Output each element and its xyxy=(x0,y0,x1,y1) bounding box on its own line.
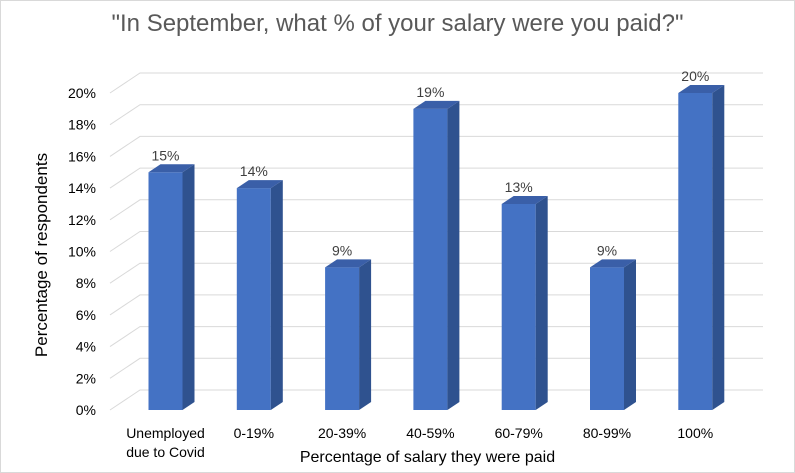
x-tick-label: 100% xyxy=(677,425,713,441)
y-tick-label: 4% xyxy=(76,339,96,355)
x-tick-label: Unemployed xyxy=(126,425,205,441)
gridline xyxy=(109,135,763,157)
data-label: 9% xyxy=(597,242,617,258)
y-tick-label: 18% xyxy=(68,117,96,133)
y-tick-label: 6% xyxy=(76,307,96,323)
bar-top xyxy=(413,100,460,109)
bar-top xyxy=(501,195,548,204)
bar xyxy=(678,93,713,410)
gridline xyxy=(109,389,763,411)
y-tick-label: 16% xyxy=(68,148,96,164)
bar-top xyxy=(236,180,283,189)
gridline xyxy=(109,357,763,379)
data-label: 15% xyxy=(151,147,179,163)
x-tick-label: due to Covid xyxy=(126,444,205,460)
y-tick-label: 12% xyxy=(68,212,96,228)
y-tick-label: 8% xyxy=(76,275,96,291)
gridline xyxy=(109,231,763,252)
gridline xyxy=(109,199,763,221)
gridline xyxy=(109,104,763,126)
bar xyxy=(325,267,360,410)
data-label: 13% xyxy=(505,179,533,195)
bar-side xyxy=(712,85,725,410)
bar xyxy=(236,188,271,410)
x-tick-label: 40-59% xyxy=(406,425,454,441)
bar-side xyxy=(359,259,372,410)
y-tick-label: 14% xyxy=(68,180,96,196)
gridline xyxy=(109,294,763,316)
gridline xyxy=(109,167,763,189)
x-axis-label: Percentage of salary they were paid xyxy=(299,449,556,466)
data-label: 19% xyxy=(416,84,444,100)
data-label: 14% xyxy=(240,163,268,179)
data-label: 20% xyxy=(681,68,709,84)
bar xyxy=(413,108,448,410)
bar-side xyxy=(447,100,460,410)
x-tick-label: 0-19% xyxy=(234,425,274,441)
y-tick-label: 20% xyxy=(68,85,96,101)
x-tick-label: 20-39% xyxy=(318,425,366,441)
x-tick-label: 80-99% xyxy=(583,425,631,441)
gridline xyxy=(109,326,763,348)
data-label: 9% xyxy=(332,242,352,258)
bar-top xyxy=(325,259,372,268)
gridline xyxy=(109,262,763,284)
bar-side xyxy=(182,164,195,410)
x-tick-label: 60-79% xyxy=(495,425,543,441)
bar xyxy=(501,203,536,410)
bar-top xyxy=(148,164,195,173)
gridline xyxy=(109,72,763,94)
y-tick-label: 10% xyxy=(68,244,96,260)
y-tick-label: 2% xyxy=(76,370,96,386)
bar-side xyxy=(624,259,636,410)
bar-side xyxy=(270,180,283,410)
bar xyxy=(148,172,183,410)
bar-top xyxy=(590,259,636,268)
bar-side xyxy=(535,195,548,410)
bar-top xyxy=(678,85,725,93)
bar xyxy=(590,267,624,410)
chart-title: "In September, what % of your salary wer… xyxy=(111,10,684,37)
y-tick-label: 0% xyxy=(76,402,96,418)
